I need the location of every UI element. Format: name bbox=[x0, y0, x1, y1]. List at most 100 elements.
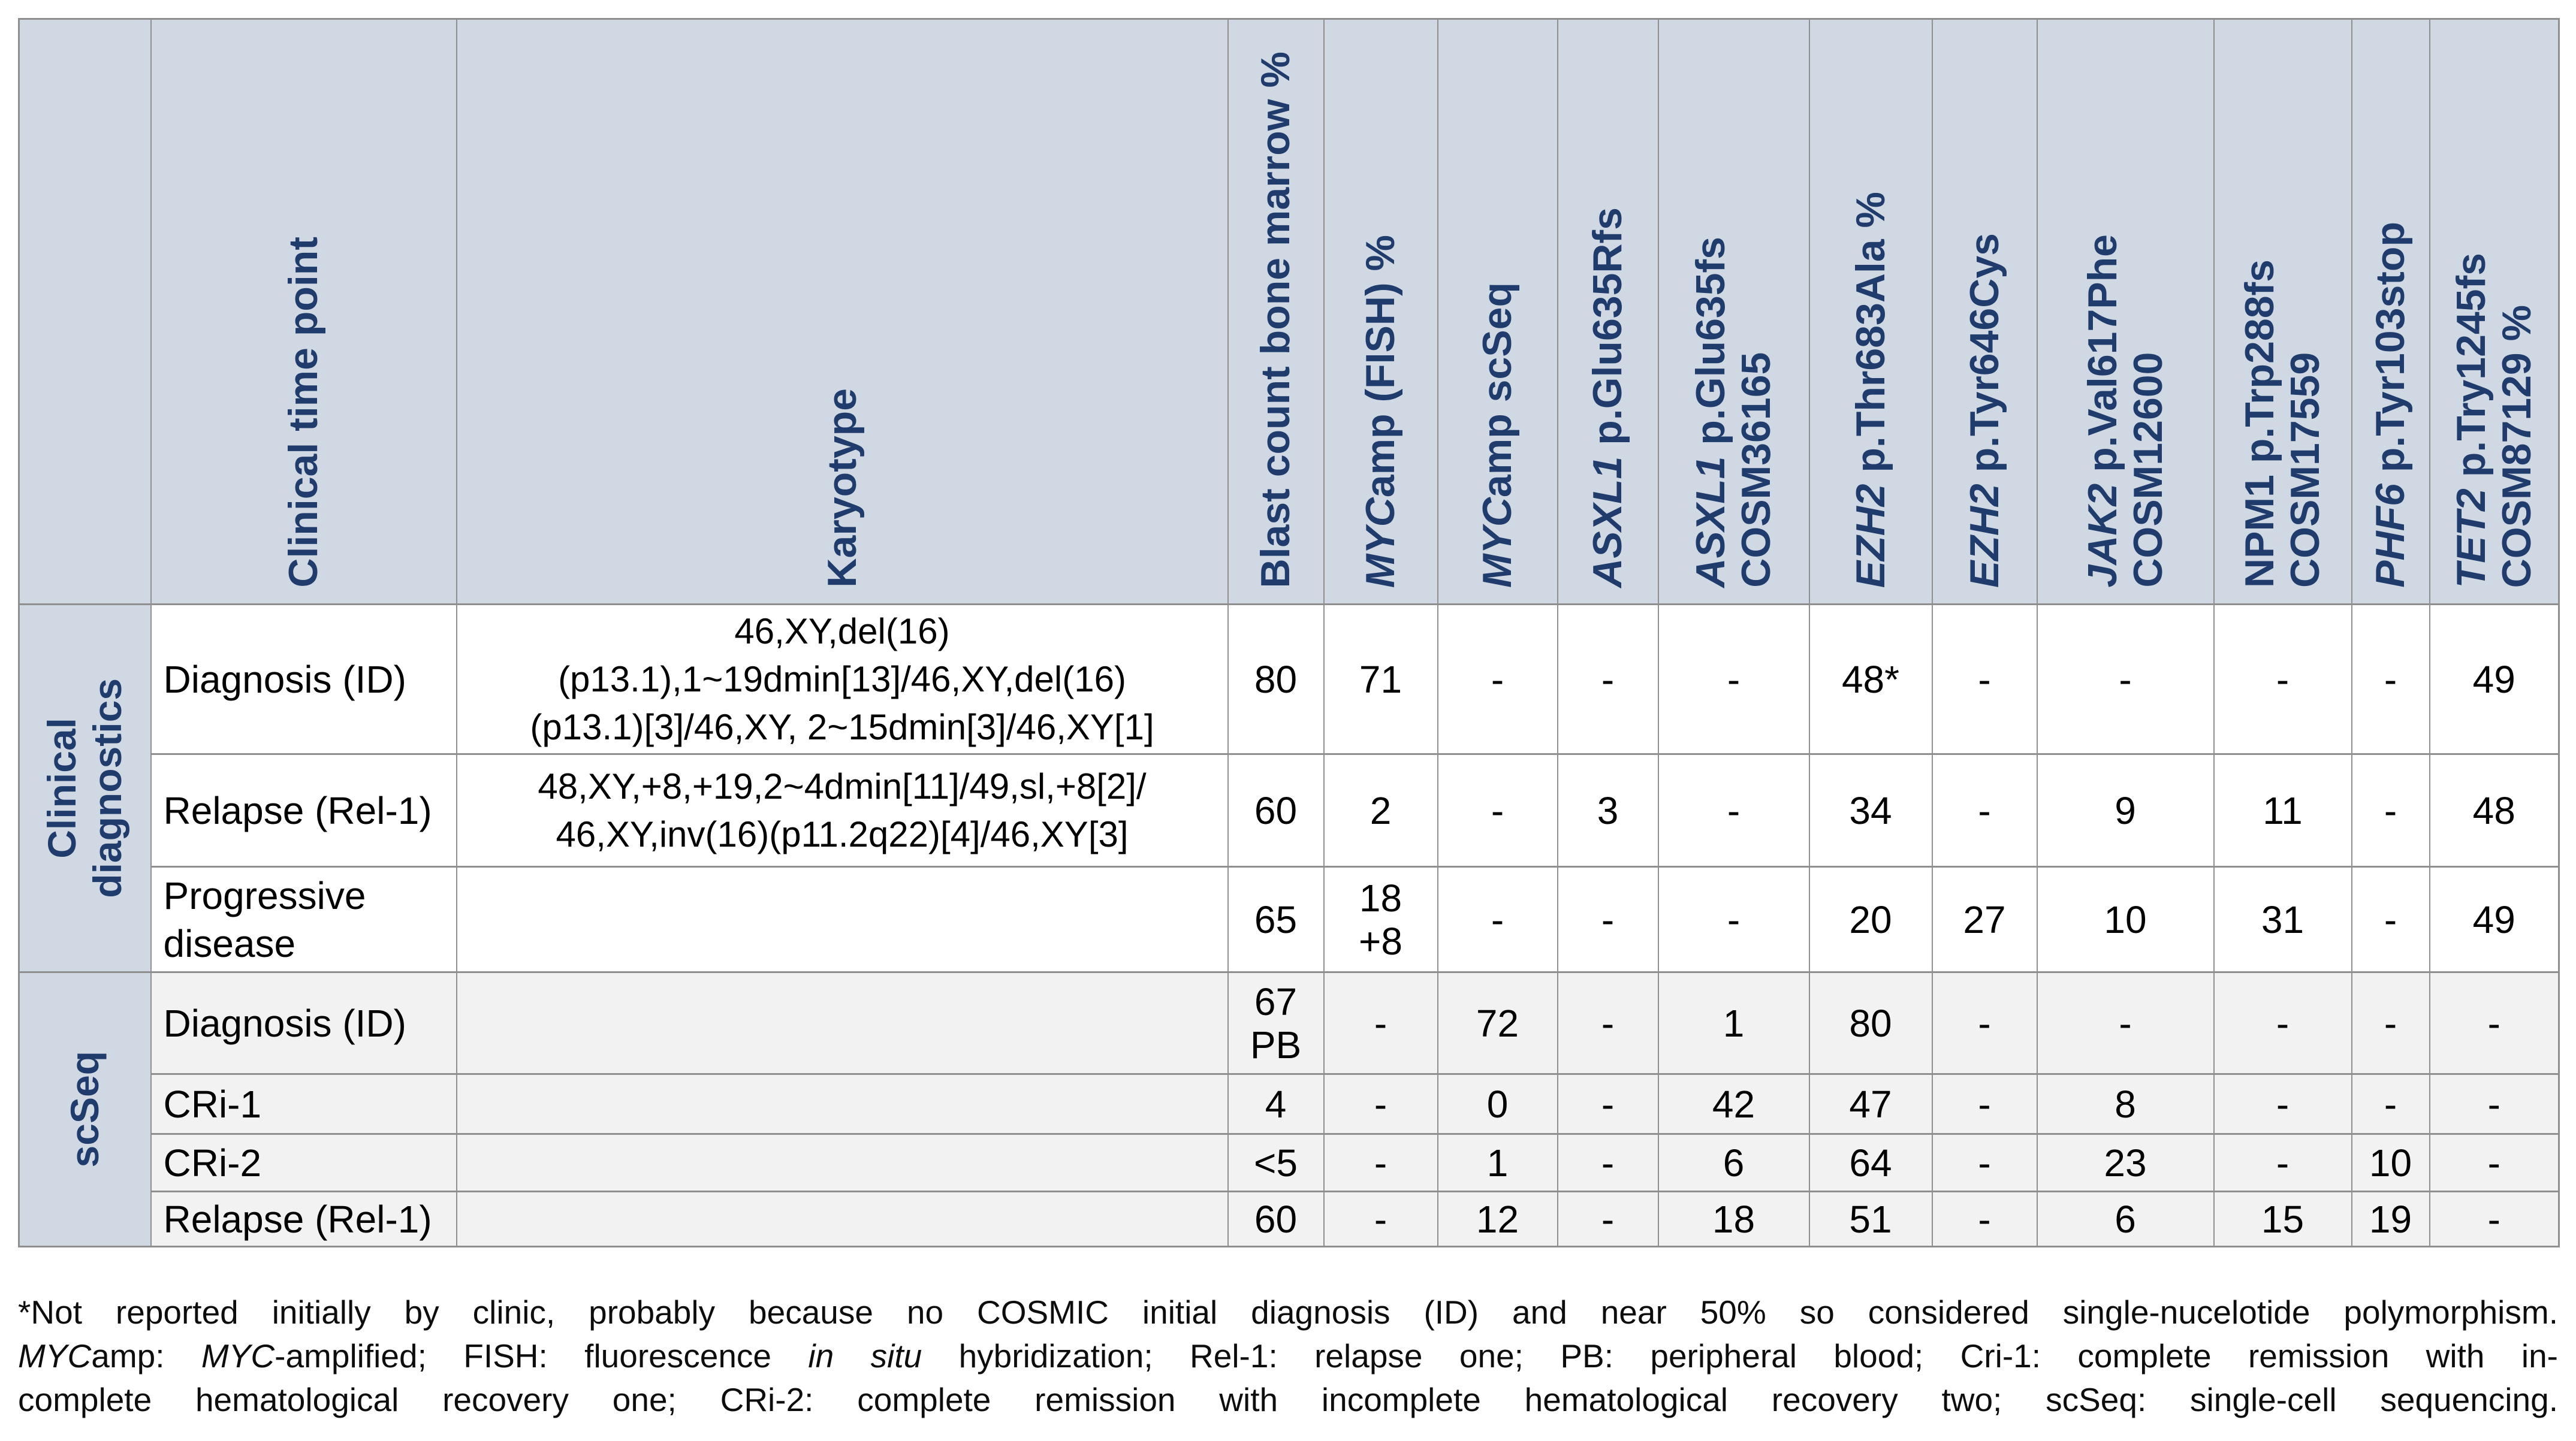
cell: 19 bbox=[2351, 1191, 2430, 1247]
karyotype-cell bbox=[456, 1133, 1229, 1192]
col-header-npm1-trp288fs: NPM1 p.Trp288fs COSM17559 bbox=[2213, 18, 2352, 605]
cell: 49 bbox=[2429, 866, 2560, 973]
row-group-label: Clinical diagnostics bbox=[39, 678, 129, 898]
cell: 10 bbox=[2351, 1133, 2430, 1192]
col-header-mycamp-scseq: MYCamp scSeq bbox=[1437, 18, 1558, 605]
cell: - bbox=[2213, 1133, 2352, 1192]
cell: - bbox=[2429, 1073, 2560, 1135]
karyotype-cell: 46,XY,del(16) (p13.1),1~19dmin[13]/46,XY… bbox=[456, 603, 1229, 755]
row-group-scseq: scSeq bbox=[18, 971, 152, 1247]
cell: - bbox=[1931, 971, 2038, 1075]
cell: 4 bbox=[1227, 1073, 1325, 1135]
cell: - bbox=[1931, 1133, 2038, 1192]
col-header-label: ASXL1 p.Glu635fs COSM36165 bbox=[1688, 237, 1779, 588]
row-label: Diagnosis (ID) bbox=[150, 971, 457, 1075]
table-body: Clinical diagnostics Diagnosis (ID) 46,X… bbox=[18, 603, 2560, 1247]
cell: - bbox=[1557, 1191, 1659, 1247]
col-header-label: TET2 p.Try1245fs COSM87129 % bbox=[2448, 252, 2540, 588]
col-header-label: Blast count bone marrow % bbox=[1253, 51, 1299, 588]
cell: 18 +8 bbox=[1323, 866, 1438, 973]
col-header-label: Clinical time point bbox=[280, 237, 327, 588]
cell: <5 bbox=[1227, 1133, 1325, 1192]
col-header-clinical-time-point: Clinical time point bbox=[150, 18, 457, 605]
row-label: Relapse (Rel-1) bbox=[150, 1191, 457, 1247]
cell: 6 bbox=[2036, 1191, 2215, 1247]
col-header-tet2-try1245fs: TET2 p.Try1245fs COSM87129 % bbox=[2429, 18, 2560, 605]
cell: - bbox=[1557, 1133, 1659, 1192]
karyotype-cell bbox=[456, 1073, 1229, 1135]
col-header-mycamp-fish: MYCamp (FISH) % bbox=[1323, 18, 1438, 605]
col-header-label: NPM1 p.Trp288fs COSM17559 bbox=[2237, 259, 2328, 588]
cell: 15 bbox=[2213, 1191, 2352, 1247]
cell: - bbox=[1557, 866, 1659, 973]
cell: - bbox=[1557, 971, 1659, 1075]
table-row: CRi-1 4 - 0 - 42 47 - 8 - - - bbox=[19, 1073, 2560, 1135]
row-label: Diagnosis (ID) bbox=[150, 603, 457, 755]
karyotype-cell bbox=[456, 971, 1229, 1075]
cell: 8 bbox=[2036, 1073, 2215, 1135]
col-header-ezh2-tyr646cys: EZH2 p.Tyr646Cys bbox=[1931, 18, 2038, 605]
cell: 20 bbox=[1808, 866, 1933, 973]
cell: - bbox=[1437, 866, 1558, 973]
table-row: Clinical diagnostics Diagnosis (ID) 46,X… bbox=[18, 603, 2560, 973]
cell: 48* bbox=[1808, 603, 1933, 755]
cell: 51 bbox=[1808, 1191, 1933, 1247]
cell: - bbox=[1657, 753, 1810, 868]
cell: - bbox=[1931, 753, 2038, 868]
cell: 60 bbox=[1227, 1191, 1325, 1247]
footnote-line: MYCamp: MYC-amplified; FISH: fluorescenc… bbox=[18, 1337, 2558, 1374]
cell: - bbox=[1323, 1133, 1438, 1192]
table-row: Progressive disease 65 18 +8 - - - 20 27… bbox=[19, 866, 2560, 973]
col-header-asxl1-glu635rfs: ASXL1 p.Glu635Rfs bbox=[1557, 18, 1659, 605]
cell: - bbox=[1931, 603, 2038, 755]
karyotype-cell bbox=[456, 866, 1229, 973]
cell: - bbox=[1657, 603, 1810, 755]
col-header-asxl1-glu635fs: ASXL1 p.Glu635fs COSM36165 bbox=[1657, 18, 1810, 605]
cell: - bbox=[2429, 1191, 2560, 1247]
col-header-blast-count: Blast count bone marrow % bbox=[1227, 18, 1325, 605]
col-header-label: EZH2 p.Tyr646Cys bbox=[1961, 232, 2007, 588]
cell: - bbox=[2036, 971, 2215, 1075]
cell: - bbox=[2213, 1073, 2352, 1135]
cell: - bbox=[1437, 603, 1558, 755]
cell: 71 bbox=[1323, 603, 1438, 755]
header-row: Clinical time point Karyotype Blast coun… bbox=[18, 18, 2560, 605]
col-header-label: PHF6 p.Tyr103stop bbox=[2367, 222, 2414, 588]
cell: 65 bbox=[1227, 866, 1325, 973]
table-row: Relapse (Rel-1) 48,XY,+8,+19,2~4dmin[11]… bbox=[19, 753, 2560, 868]
cell: 27 bbox=[1931, 866, 2038, 973]
cell: 11 bbox=[2213, 753, 2352, 868]
cell: 1 bbox=[1657, 971, 1810, 1075]
row-group-label: scSeq bbox=[62, 1051, 107, 1168]
cell: - bbox=[2036, 603, 2215, 755]
cell: - bbox=[1437, 753, 1558, 868]
cell: 64 bbox=[1808, 1133, 1933, 1192]
col-header-phf6-tyr103stop: PHF6 p.Tyr103stop bbox=[2351, 18, 2430, 605]
cell: 6 bbox=[1657, 1133, 1810, 1192]
cell: 9 bbox=[2036, 753, 2215, 868]
cell: - bbox=[2351, 1073, 2430, 1135]
cell: - bbox=[1931, 1073, 2038, 1135]
cell: 23 bbox=[2036, 1133, 2215, 1192]
col-header-label: EZH2 p.Thr683Ala % bbox=[1847, 191, 1893, 588]
cell: - bbox=[2351, 753, 2430, 868]
cell: - bbox=[2213, 603, 2352, 755]
cell: 0 bbox=[1437, 1073, 1558, 1135]
footnote: *Not reported initially by clinic, proba… bbox=[18, 1291, 2558, 1422]
col-header-label: MYCamp scSeq bbox=[1474, 282, 1521, 588]
cell: 12 bbox=[1437, 1191, 1558, 1247]
karyotype-cell: 48,XY,+8,+19,2~4dmin[11]/49,sl,+8[2]/ 46… bbox=[456, 753, 1229, 868]
cell: 34 bbox=[1808, 753, 1933, 868]
cell: - bbox=[2351, 603, 2430, 755]
col-header-label: MYCamp (FISH) % bbox=[1358, 234, 1404, 588]
cell: - bbox=[1323, 1191, 1438, 1247]
cell: 10 bbox=[2036, 866, 2215, 973]
cell: 42 bbox=[1657, 1073, 1810, 1135]
cell: - bbox=[1557, 1073, 1659, 1135]
cell: 72 bbox=[1437, 971, 1558, 1075]
cell: 2 bbox=[1323, 753, 1438, 868]
col-header-ezh2-thr683ala: EZH2 p.Thr683Ala % bbox=[1808, 18, 1933, 605]
cell: - bbox=[2213, 971, 2352, 1075]
cell: 80 bbox=[1808, 971, 1933, 1075]
cell: - bbox=[1323, 971, 1438, 1075]
